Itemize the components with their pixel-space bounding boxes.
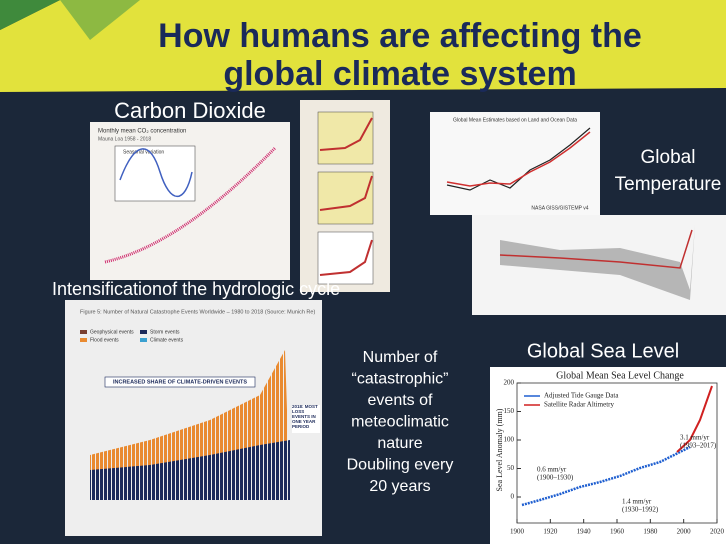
banner (104, 376, 256, 388)
x-tick-label: 1900 (510, 528, 525, 536)
x-tick-label: 2000 (677, 528, 692, 536)
chart-title: Monthly mean CO₂ concentration (98, 129, 186, 135)
description-line: “catastrophic” (352, 371, 449, 388)
decoration (90, 440, 290, 500)
heading: Global (641, 147, 696, 168)
legend-swatch (80, 330, 87, 334)
banner-text: INCREASED SHARE OF CLIMATE-DRIVEN EVENTS (113, 379, 247, 385)
decoration (499, 229, 693, 269)
x-tick-label: 1980 (643, 528, 658, 536)
panel (317, 231, 374, 285)
heading: Temperature (615, 174, 722, 195)
y-tick-label: 200 (504, 379, 515, 387)
annotation: 0.6 mm/yr (537, 466, 567, 474)
inset (114, 145, 196, 202)
heading: Carbon Dioxide (114, 98, 266, 123)
annotation: 1.4 mm/yr (622, 498, 652, 506)
y-tick-label: 0 (511, 493, 515, 501)
annotation: (1930–1992) (622, 506, 659, 514)
callout: 2018: MOST LOSS EVENTS IN ONE YEAR PERIO… (292, 405, 318, 429)
decoration (60, 0, 140, 40)
decoration (0, 0, 60, 30)
y-label: Sea Level Anomaly (mm) (495, 408, 504, 491)
x-tick-label: 1920 (543, 528, 558, 536)
decoration (319, 117, 373, 276)
legend-swatch (140, 330, 147, 334)
chart-title: Global Mean Sea Level Change (556, 370, 684, 381)
panel (317, 111, 374, 165)
chart-source: NASA GISS/GISTEMP v4 (531, 205, 588, 211)
description-line: nature (377, 435, 422, 452)
description-line: 20 years (369, 478, 430, 495)
y-tick-label: 150 (504, 407, 515, 415)
description-line: Number of (363, 349, 438, 366)
heading: Intensificationof the hydrologic cycle (52, 279, 340, 299)
annotation: 3.1 mm/yr (680, 434, 710, 442)
annotation: (1993–2017) (680, 442, 717, 450)
y-tick-label: 50 (507, 464, 515, 472)
callout-text: 2018: MOST LOSS EVENTS IN ONE YEAR PERIO… (292, 405, 318, 429)
legend-label: Climate events (150, 337, 184, 343)
x-tick-label: 1940 (577, 528, 592, 536)
description: Number of “catastrophic” events of meteocli… (347, 349, 454, 495)
temperature-image (430, 112, 600, 215)
decoration (521, 445, 691, 507)
axes: 0 50 100 150 200 1900 1920 1940 1960 1980 2000 2020 (504, 379, 725, 536)
chart-title: Global Mean Estimates based on Land and … (453, 117, 577, 123)
legend-label: Storm events (150, 329, 180, 335)
chart-subtitle: Mauna Loa 1958 - 2018 (98, 136, 151, 142)
decoration (119, 148, 193, 198)
callout-box (292, 405, 320, 433)
legend-label: Geophysical events (90, 329, 134, 335)
title-band (0, 0, 726, 92)
y-tick-label: 100 (504, 436, 515, 444)
x-tick-label: 1960 (610, 528, 625, 536)
x-tick-label: 2020 (710, 528, 725, 536)
decoration (104, 146, 277, 264)
legend-label: Adjusted Tide Gauge Data (544, 392, 619, 400)
decoration (446, 131, 591, 187)
legend-swatch (80, 338, 87, 342)
decoration (500, 225, 695, 300)
decoration (676, 385, 713, 453)
legend-label: Flood events (90, 337, 119, 343)
chart-title: Figure 5: Number of Natural Catastrophe … (80, 309, 315, 315)
title: global climate system (223, 55, 576, 93)
decoration (446, 127, 591, 191)
title: How humans are affecting the (158, 17, 642, 55)
description-line: meteoclimatic (351, 414, 449, 431)
description-line: Doubling every (347, 457, 454, 474)
heading: Global Sea Level (527, 340, 679, 362)
annotation: (1900–1930) (537, 474, 574, 482)
inset-title: Seasonal variation (123, 149, 164, 155)
legend-label: Satellite Radar Altimetry (544, 401, 614, 409)
legend-swatch (140, 338, 147, 342)
description-line: events of (368, 392, 433, 409)
